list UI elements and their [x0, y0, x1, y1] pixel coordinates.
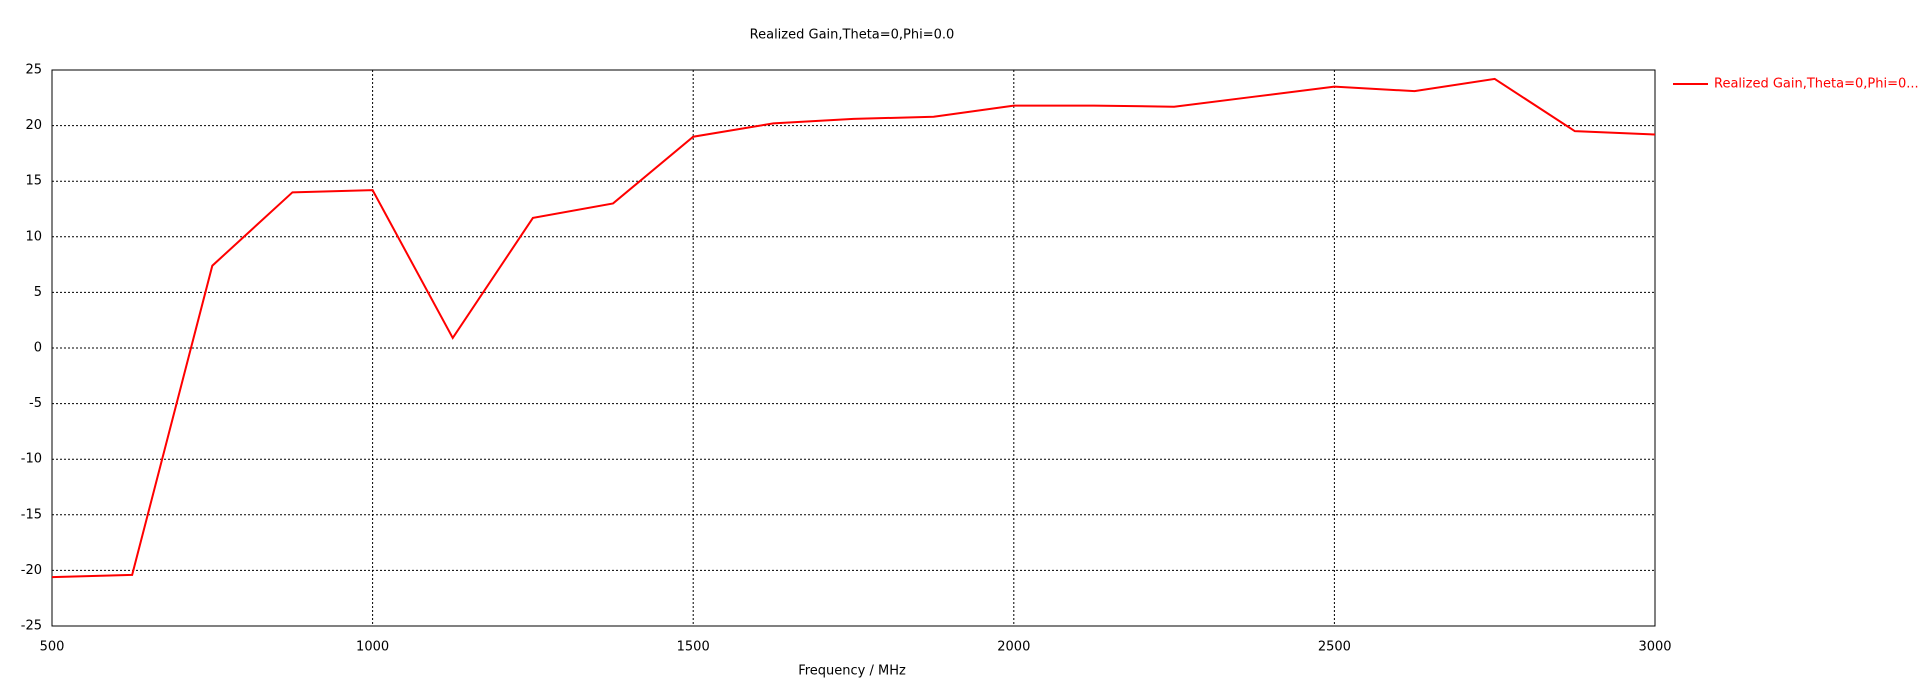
chart-title: Realized Gain,Theta=0,Phi=0.0: [750, 28, 955, 43]
y-tick-label: 10: [25, 229, 42, 244]
y-tick-label: -15: [21, 507, 42, 522]
y-tick-label: 15: [25, 174, 42, 189]
x-tick-label: 2500: [1318, 640, 1351, 655]
y-tick-label: 25: [25, 63, 42, 78]
x-tick-label: 3000: [1638, 640, 1671, 655]
y-tick-label: 0: [34, 341, 42, 356]
y-tick-label: -5: [29, 396, 42, 411]
y-tick-label: -10: [21, 452, 42, 467]
x-tick-label: 2000: [997, 640, 1030, 655]
y-tick-label: 20: [25, 118, 42, 133]
y-tick-label: -20: [21, 563, 42, 578]
y-tick-label: -25: [21, 619, 42, 634]
y-tick-label: 5: [34, 285, 42, 300]
x-tick-label: 1500: [677, 640, 710, 655]
legend-label: Realized Gain,Theta=0,Phi=0...: [1714, 77, 1919, 92]
data-line: [51, 77, 1656, 579]
x-axis-label: Frequency / MHz: [798, 664, 906, 679]
x-tick-label: 1000: [356, 640, 389, 655]
x-tick-label: 500: [40, 640, 65, 655]
